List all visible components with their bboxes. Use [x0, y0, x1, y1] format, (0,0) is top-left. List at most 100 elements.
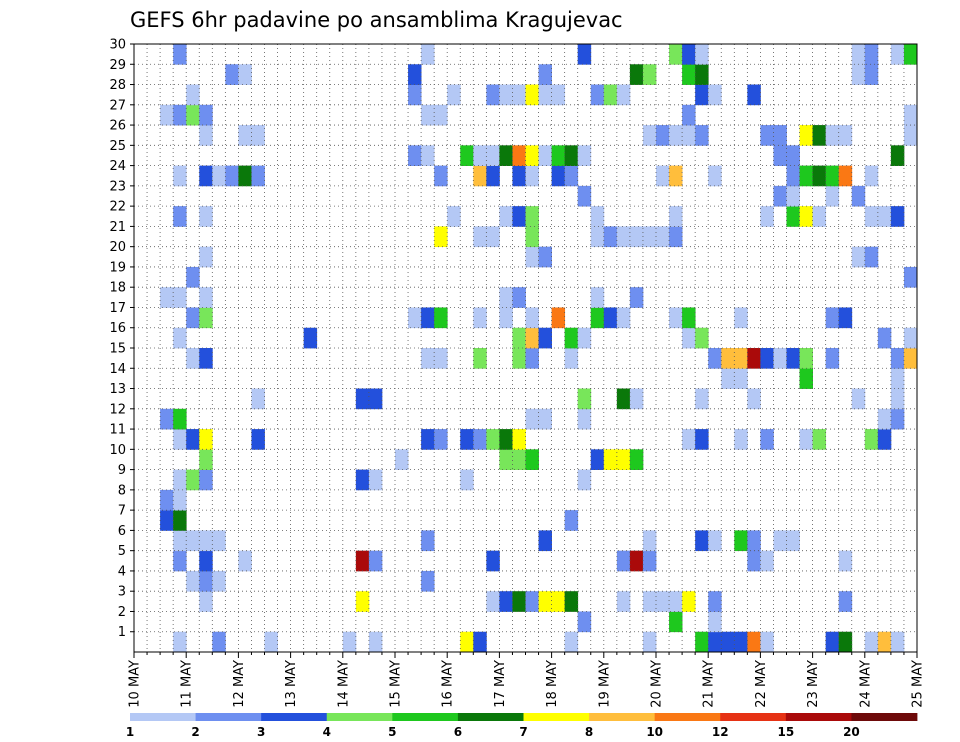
x-tick-label: 22 MAY [754, 660, 769, 708]
heatmap-cell [616, 307, 631, 329]
chart-title: GEFS 6hr padavine po ansamblima Kragujev… [130, 8, 623, 32]
y-tick-label: 11 [109, 423, 126, 438]
colorbar-label: 6 [454, 725, 462, 739]
heatmap-cell [173, 530, 187, 552]
heatmap-cell [890, 631, 905, 653]
heatmap-cell [173, 489, 187, 511]
heatmap-cell [486, 429, 500, 450]
heatmap-cell [199, 429, 213, 450]
y-tick-label: 7 [118, 504, 126, 519]
heatmap-cell [473, 145, 487, 166]
heatmap-cell [812, 125, 827, 146]
heatmap-cell [890, 44, 905, 65]
colorbar-swatch [720, 713, 787, 721]
heatmap-cell [747, 631, 761, 653]
heatmap-cell [603, 307, 618, 329]
heatmap-cell [656, 165, 670, 187]
heatmap-cell [186, 530, 200, 552]
heatmap-cell [564, 327, 579, 349]
heatmap-cell [173, 287, 187, 308]
heatmap-cell [577, 388, 592, 410]
heatmap-cell [486, 84, 500, 106]
heatmap-cell [486, 145, 500, 166]
heatmap-cell [564, 145, 579, 166]
x-tick-label: 14 MAY [336, 660, 351, 708]
heatmap-cell [786, 206, 800, 227]
heatmap-cell [890, 388, 905, 410]
heatmap-cell [160, 408, 174, 430]
colorbar-label: 4 [323, 725, 331, 739]
heatmap-cell [512, 287, 526, 308]
heatmap-cell [682, 429, 696, 450]
heatmap-cell [708, 631, 722, 653]
heatmap-cell [212, 631, 226, 653]
y-tick-label: 9 [118, 463, 126, 478]
heatmap-cell [186, 307, 200, 329]
x-tick-label: 20 MAY [650, 660, 665, 708]
heatmap-cell [656, 226, 670, 248]
heatmap-cell [682, 591, 696, 612]
heatmap-cell [760, 631, 774, 653]
heatmap-cell [825, 185, 840, 207]
heatmap-cell [708, 348, 722, 369]
heatmap-cell [721, 368, 735, 389]
heatmap-cell [825, 307, 840, 329]
heatmap-cell [499, 84, 513, 106]
heatmap-cell [368, 631, 383, 653]
heatmap-cell [773, 185, 787, 207]
heatmap-cell [603, 226, 618, 248]
heatmap-cell [434, 348, 448, 369]
grid-lines [134, 44, 917, 652]
y-tick-label: 8 [118, 483, 126, 498]
heatmap-cell [486, 226, 500, 248]
x-tick-label: 21 MAY [702, 660, 717, 708]
y-tick-label: 22 [109, 200, 126, 215]
heatmap-cell [460, 429, 474, 450]
heatmap-cell [199, 469, 213, 491]
y-tick-label: 6 [118, 524, 126, 539]
heatmap-cell [173, 104, 187, 126]
heatmap-cell [434, 226, 448, 248]
heatmap-cell [525, 84, 539, 106]
heatmap-cell [538, 327, 552, 349]
heatmap-cell [851, 185, 866, 207]
heatmap-cell [616, 591, 631, 612]
heatmap-cell [760, 348, 774, 369]
heatmap-cell [199, 125, 213, 146]
heatmap-cell [669, 307, 683, 329]
heatmap-cell [838, 591, 853, 612]
heatmap-cell [890, 145, 905, 166]
y-tick-label: 18 [109, 281, 126, 296]
colorbar-label: 5 [388, 725, 396, 739]
heatmap-cell [434, 429, 448, 450]
heatmap-cell [421, 145, 435, 166]
heatmap-cell [251, 165, 265, 187]
heatmap-cell [408, 84, 422, 106]
heatmap-cell [199, 348, 213, 369]
heatmap-cell [838, 550, 853, 572]
heatmap-cell [669, 44, 683, 65]
heatmap-cell [864, 64, 879, 85]
heatmap-cell [525, 408, 539, 430]
heatmap-cell [434, 165, 448, 187]
heatmap-cell [695, 631, 709, 653]
heatmap-cell [355, 469, 370, 491]
heatmap-cell [590, 206, 605, 227]
heatmap-cell [238, 125, 252, 146]
heatmap-cell [408, 145, 422, 166]
heatmap-cell [642, 591, 657, 612]
heatmap-cell [512, 145, 526, 166]
heatmap-cell [564, 348, 579, 369]
y-tick-label: 28 [109, 78, 126, 93]
heatmap-cell [642, 631, 657, 653]
heatmap-cell [747, 530, 761, 552]
x-tick-label: 15 MAY [389, 660, 404, 708]
heatmap-cell [473, 348, 487, 369]
heatmap-cell [499, 307, 513, 329]
heatmap-cell [903, 125, 918, 146]
heatmap-cell [186, 348, 200, 369]
heatmap-cell [864, 165, 879, 187]
colorbar-label: 20 [843, 725, 860, 739]
x-tick-label: 11 MAY [180, 660, 195, 708]
